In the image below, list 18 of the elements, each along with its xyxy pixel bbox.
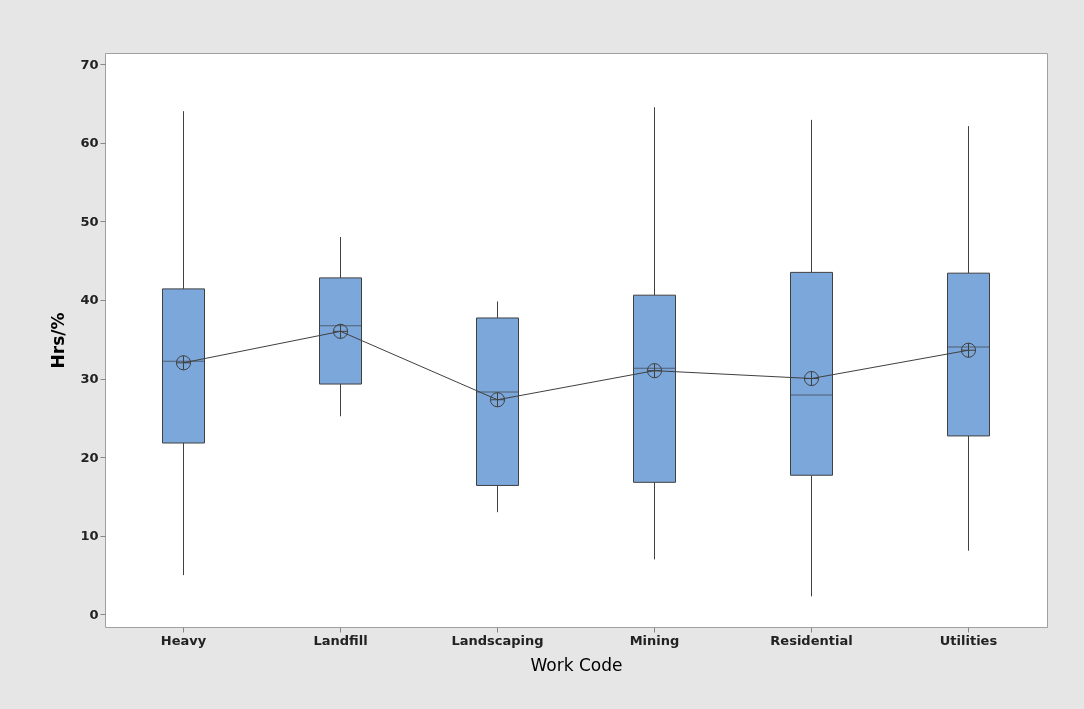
x-tick-label: Heavy xyxy=(160,632,207,648)
y-tick-label: 20 xyxy=(80,449,99,465)
y-axis-title: Hrs/% xyxy=(48,312,69,369)
x-axis-title: Work Code xyxy=(530,654,623,675)
x-tick-label: Utilities xyxy=(939,632,998,648)
y-tick-label: 40 xyxy=(80,292,99,308)
point xyxy=(646,363,663,379)
y-tick-label: 10 xyxy=(80,528,99,544)
x-tick-label: Landscaping xyxy=(451,632,544,648)
point xyxy=(175,355,192,371)
y-tick-label: 50 xyxy=(80,213,99,229)
y-tick-label: 30 xyxy=(80,371,99,387)
x-tick-label: Mining xyxy=(629,632,680,648)
y-tick-label: 70 xyxy=(80,56,99,72)
x-tick-label: Residential xyxy=(770,632,853,648)
x-tick-label: Landfill xyxy=(313,632,368,648)
y-tick-label: 60 xyxy=(80,135,99,151)
y-tick-label: 0 xyxy=(89,606,99,622)
